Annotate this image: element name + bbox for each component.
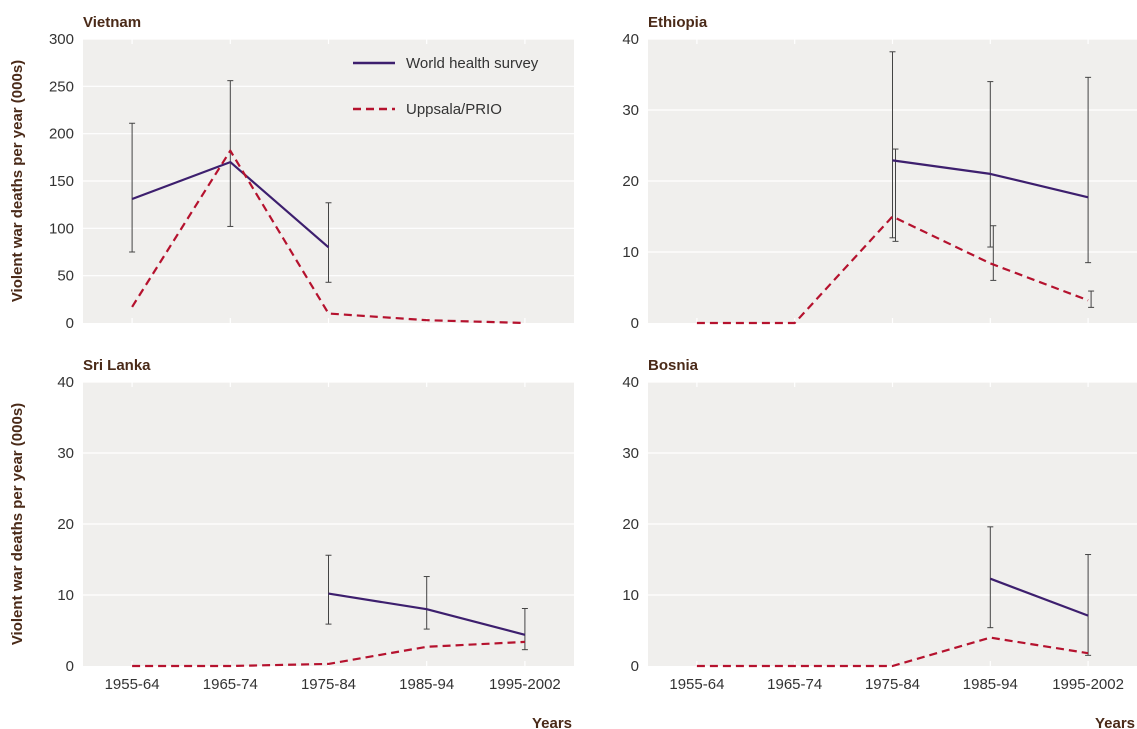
x-axis-title: Years xyxy=(1095,715,1135,729)
x-tick-label: 1975-84 xyxy=(301,676,356,693)
y-tick-label: 30 xyxy=(622,445,639,462)
error-bar xyxy=(325,202,332,283)
y-tick-label: 0 xyxy=(66,315,74,332)
y-tick-label: 30 xyxy=(57,445,74,462)
series-line-world-health-survey xyxy=(131,161,330,249)
legend-label: Uppsala/PRIO xyxy=(406,101,502,118)
x-tick-label: 1965-74 xyxy=(767,676,822,693)
error-bar xyxy=(1085,76,1092,264)
y-axis-title: Violent war deaths per year (000s) xyxy=(9,403,26,645)
x-tick-label: 1975-84 xyxy=(865,676,920,693)
series-line-world-health-survey xyxy=(989,577,1089,617)
error-bar xyxy=(1088,290,1095,308)
error-bar xyxy=(987,81,994,248)
error-bar xyxy=(423,576,430,630)
y-tick-label: 150 xyxy=(49,173,74,190)
x-tick-label: 1985-94 xyxy=(399,676,454,693)
y-tick-label: 10 xyxy=(622,587,639,604)
panel-title: Vietnam xyxy=(83,14,141,31)
y-tick-label: 20 xyxy=(622,173,639,190)
x-tick-label: 1995-2002 xyxy=(489,676,561,693)
y-tick-label: 30 xyxy=(622,102,639,119)
y-tick-label: 200 xyxy=(49,126,74,143)
y-tick-label: 40 xyxy=(57,374,74,391)
y-tick-label: 40 xyxy=(622,374,639,391)
x-tick-label: 1955-64 xyxy=(669,676,724,693)
error-bar xyxy=(227,80,234,227)
legend-label: World health survey xyxy=(406,55,539,72)
series-line-uppsala-prio xyxy=(132,640,525,668)
series-line-world-health-survey xyxy=(328,592,526,636)
x-tick-label: 1985-94 xyxy=(963,676,1018,693)
panel-title: Bosnia xyxy=(648,357,699,374)
y-tick-label: 10 xyxy=(57,587,74,604)
panel-title: Sri Lanka xyxy=(83,357,151,374)
x-tick-label: 1955-64 xyxy=(105,676,160,693)
x-axis-title: Years xyxy=(532,715,572,729)
error-bar xyxy=(129,122,136,253)
error-bar xyxy=(1085,554,1092,656)
panel-0: 0 50 100 150 200 250 300 Vietnam Violent war dea… xyxy=(9,14,574,332)
series-line-uppsala-prio xyxy=(131,149,525,325)
panel-2: 0 10 20 30 40 1955-64 1965-74 1975-84 1985-94 199… xyxy=(9,357,574,729)
error-bar xyxy=(990,225,997,281)
x-tick-label: 1995-2002 xyxy=(1052,676,1124,693)
y-tick-label: 40 xyxy=(622,31,639,48)
y-tick-label: 20 xyxy=(57,516,74,533)
y-tick-label: 20 xyxy=(622,516,639,533)
y-tick-label: 10 xyxy=(622,244,639,261)
x-tick-label: 1965-74 xyxy=(203,676,258,693)
panel-3: 0 10 20 30 40 1955-64 1965-74 1975-84 1985-94 199… xyxy=(622,357,1137,729)
y-tick-label: 50 xyxy=(57,268,74,285)
y-tick-label: 100 xyxy=(49,220,74,237)
y-tick-label: 0 xyxy=(631,658,639,675)
series-line-uppsala-prio xyxy=(696,215,1089,325)
y-tick-label: 250 xyxy=(49,78,74,95)
series-line-world-health-survey xyxy=(892,159,1089,199)
error-bar xyxy=(889,51,896,239)
error-bar xyxy=(892,148,899,242)
panel-title: Ethiopia xyxy=(648,14,708,31)
y-tick-label: 0 xyxy=(66,658,74,675)
error-bar xyxy=(987,526,994,629)
legend: World health survey Uppsala/PRIO xyxy=(353,55,539,118)
y-tick-label: 300 xyxy=(49,31,74,48)
y-tick-label: 0 xyxy=(631,315,639,332)
error-bar xyxy=(325,554,332,625)
y-axis-title: Violent war deaths per year (000s) xyxy=(9,60,26,302)
panel-1: 0 10 20 30 40 Ethiopia xyxy=(622,14,1137,332)
series-line-uppsala-prio xyxy=(696,636,1089,668)
